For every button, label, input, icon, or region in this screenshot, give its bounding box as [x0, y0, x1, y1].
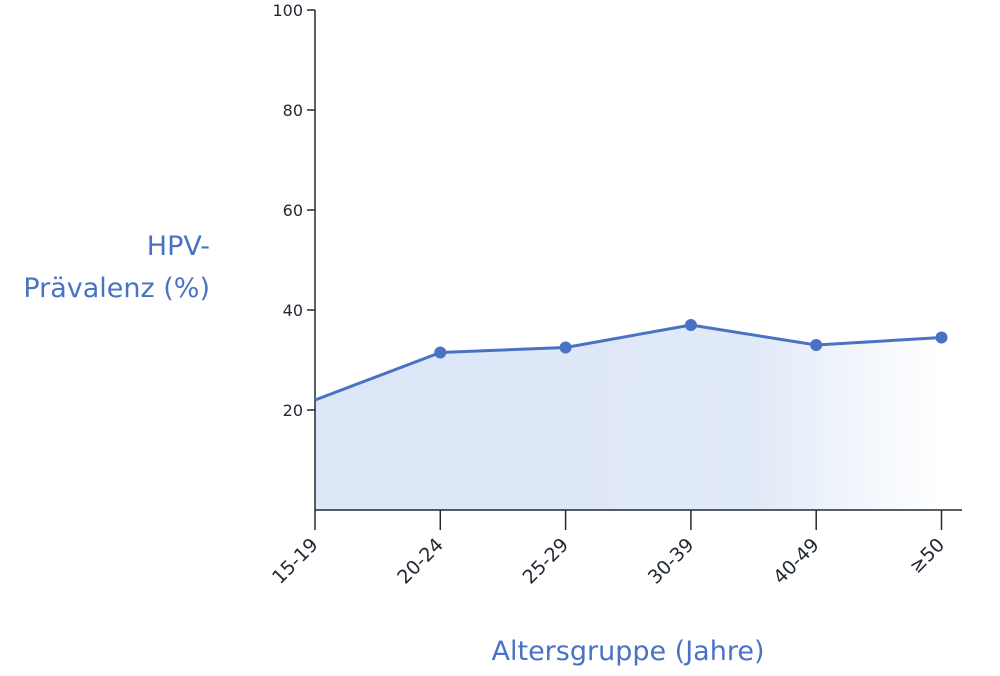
- data-point: [434, 346, 447, 359]
- data-point: [684, 319, 697, 331]
- x-tick-label: 30-39: [644, 534, 699, 589]
- y-tick-label: 40: [283, 301, 303, 320]
- y-axis-label-line-2: Prävalenz (%): [23, 273, 210, 304]
- y-tick-label: 20: [283, 401, 303, 420]
- y-tick-label: 80: [283, 101, 303, 120]
- y-tick-label: 60: [283, 201, 303, 220]
- data-point: [559, 341, 572, 354]
- x-axis-label: Altersgruppe (Jahre): [491, 636, 765, 667]
- y-tick-label: 100: [272, 1, 303, 20]
- y-axis-label-line-1: HPV-: [146, 231, 210, 262]
- x-tick-label: 15-19: [268, 534, 323, 589]
- y-axis-label: HPV- Prävalenz (%): [0, 226, 210, 310]
- series-line: [314, 323, 942, 402]
- x-tick-label: ≥50: [905, 534, 949, 578]
- x-tick-label: 20-24: [393, 534, 448, 589]
- x-tick-label: 40-49: [769, 534, 824, 589]
- area-fill: [315, 325, 942, 510]
- x-tick-label: 25-29: [519, 534, 574, 589]
- data-point: [810, 339, 823, 351]
- data-point: [935, 331, 948, 344]
